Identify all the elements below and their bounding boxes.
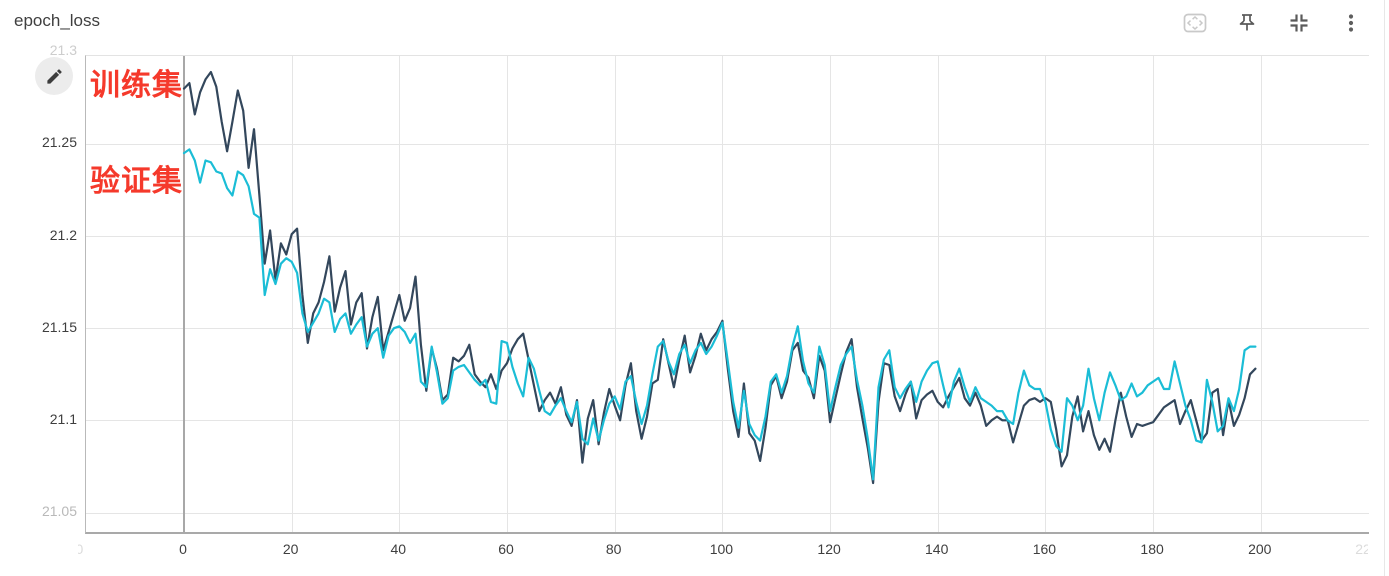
x-tick-label-edge-220: 220 bbox=[1355, 541, 1368, 557]
series-line-train bbox=[182, 70, 1257, 485]
train-annotation-label: 训练集 bbox=[90, 69, 183, 102]
chart-title: epoch_loss bbox=[14, 11, 101, 30]
h-gridline-21.1 bbox=[86, 420, 1369, 422]
v-gridline-100 bbox=[722, 56, 724, 532]
y-tick-label-21.2: 21.2 bbox=[49, 226, 77, 243]
v-gridline-200 bbox=[1260, 56, 1262, 532]
x-tick-label-120: 120 bbox=[817, 541, 841, 557]
collapse-button[interactable] bbox=[1282, 6, 1316, 40]
x-tick-label-edge--20: -20 bbox=[78, 541, 84, 557]
v-gridline-180 bbox=[1153, 56, 1155, 532]
h-gridline-21.05 bbox=[86, 512, 1369, 514]
edit-annotation-button[interactable] bbox=[35, 57, 73, 95]
x-tick-label-40: 40 bbox=[390, 541, 407, 557]
pencil-icon bbox=[46, 68, 62, 84]
card-actions bbox=[1178, 6, 1368, 40]
v-gridline-80 bbox=[614, 56, 616, 532]
y-tick-label-21.05: 21.05 bbox=[41, 503, 77, 519]
card-divider bbox=[1384, 0, 1385, 576]
plot-area[interactable] bbox=[85, 55, 1369, 534]
y-tick-label-21.1: 21.1 bbox=[49, 410, 77, 427]
h-gridline-21.15 bbox=[86, 328, 1369, 330]
x-tick-label-200: 200 bbox=[1248, 541, 1272, 557]
pin-icon bbox=[1239, 14, 1255, 31]
v-gridline-40 bbox=[399, 56, 401, 532]
pin-button[interactable] bbox=[1230, 6, 1264, 40]
v-gridline-140 bbox=[937, 56, 939, 532]
y-tick-label-21.25: 21.25 bbox=[41, 134, 77, 151]
x-tick-label-80: 80 bbox=[605, 541, 622, 557]
more-vert-icon bbox=[1348, 14, 1354, 32]
x-tick-label-160: 160 bbox=[1032, 541, 1057, 557]
v-gridline-60 bbox=[507, 56, 508, 532]
v-gridline-160 bbox=[1045, 56, 1047, 532]
x-tick-label-60: 60 bbox=[498, 541, 514, 557]
fit-data-icon bbox=[1183, 13, 1207, 33]
y-tick-label-21.15: 21.15 bbox=[41, 318, 77, 335]
x-tick-label-180: 180 bbox=[1140, 541, 1164, 557]
h-gridline-21.25 bbox=[86, 143, 1369, 145]
x-tick-label-0: 0 bbox=[179, 541, 187, 557]
collapse-icon bbox=[1290, 14, 1308, 32]
chart-canvas bbox=[182, 70, 1257, 485]
v-gridline-120 bbox=[830, 56, 832, 532]
v-gridline-20 bbox=[291, 56, 293, 532]
more-options-button[interactable] bbox=[1334, 6, 1368, 40]
x-tick-label-20: 20 bbox=[282, 541, 299, 557]
val-annotation-label: 验证集 bbox=[90, 165, 183, 198]
x-tick-label-100: 100 bbox=[709, 541, 734, 557]
fit-data-button[interactable] bbox=[1178, 6, 1212, 40]
y-tick-label-21.3: 21.3 bbox=[49, 42, 77, 59]
zero-axis-line bbox=[183, 56, 185, 532]
h-gridline-21.2 bbox=[86, 236, 1369, 237]
series-line-val bbox=[182, 148, 1257, 481]
x-tick-label-140: 140 bbox=[925, 541, 949, 557]
